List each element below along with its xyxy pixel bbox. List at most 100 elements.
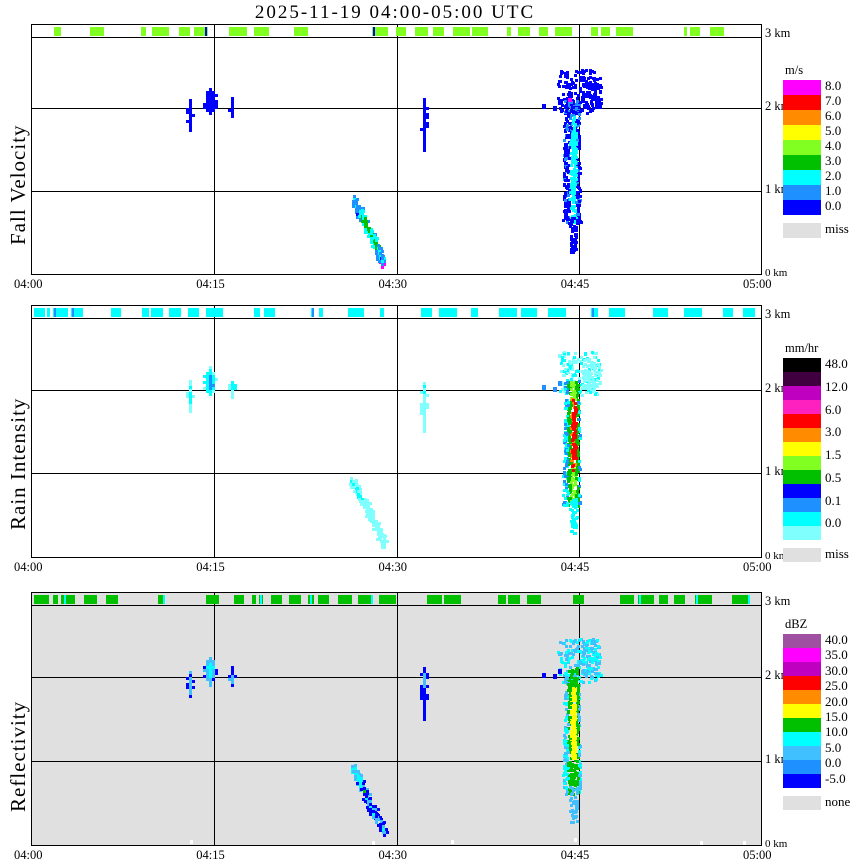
data-cell (574, 86, 577, 89)
data-cell (378, 533, 381, 536)
data-cell (570, 495, 573, 498)
data-cell (585, 93, 588, 96)
data-cell (575, 386, 578, 389)
data-cell (594, 90, 597, 93)
data-cell (206, 390, 209, 393)
data-cell (569, 364, 572, 367)
data-cell (589, 660, 592, 663)
data-cell (576, 394, 579, 397)
data-cell (379, 252, 382, 255)
data-cell (567, 777, 570, 780)
data-cell (596, 379, 599, 382)
data-cell (571, 228, 574, 231)
data-cell (206, 100, 209, 103)
data-cell (564, 770, 567, 773)
data-cell (576, 450, 579, 453)
data-cell (355, 202, 358, 205)
data-cell (376, 258, 379, 261)
data-cell (228, 678, 231, 681)
data-cell (209, 669, 212, 672)
data-cell (574, 430, 577, 433)
data-cell (578, 693, 581, 696)
data-cell (366, 788, 369, 791)
data-cell (362, 218, 365, 221)
data-cell (569, 694, 572, 697)
data-cell (566, 461, 569, 464)
data-cell (553, 674, 557, 679)
data-cell (567, 412, 570, 415)
data-cell (578, 142, 581, 145)
data-cell (569, 810, 572, 813)
data-cell (576, 158, 579, 161)
data-cell (206, 308, 223, 317)
data-cell (570, 183, 573, 186)
data-cell (593, 641, 596, 644)
data-cell (577, 463, 580, 466)
data-cell (203, 387, 206, 390)
data-cell (578, 140, 581, 143)
data-cell (369, 513, 372, 516)
gridline-15min (214, 593, 215, 845)
data-cell (231, 396, 234, 399)
panel-fall-velocity-ylabel: Fall Velocity (6, 124, 30, 245)
data-cell (568, 98, 572, 102)
data-cell (375, 239, 378, 242)
data-cell (579, 661, 582, 664)
data-cell (64, 595, 66, 604)
data-cell (573, 741, 576, 744)
data-cell (564, 457, 567, 460)
data-cell (564, 150, 567, 153)
data-cell (367, 508, 370, 511)
data-cell (571, 173, 574, 176)
data-cell (215, 106, 218, 109)
data-cell (570, 95, 573, 98)
data-cell (653, 308, 668, 317)
data-cell (189, 404, 192, 407)
data-cell (659, 595, 668, 604)
data-cell (194, 27, 208, 36)
data-cell (567, 170, 570, 173)
data-cell (595, 104, 598, 107)
data-cell (595, 653, 598, 656)
data-cell (583, 377, 586, 380)
colorbar-swatch-reflectivity-1 (783, 648, 821, 662)
data-cell (575, 389, 578, 392)
xtick-0500: 05:00 (743, 848, 772, 862)
data-cell (565, 708, 568, 711)
data-cell (579, 781, 582, 784)
data-cell (566, 744, 569, 747)
data-cell (567, 660, 570, 663)
data-cell (567, 218, 570, 221)
data-cell (565, 405, 568, 408)
data-cell (567, 424, 570, 427)
data-cell (359, 210, 362, 213)
data-cell (578, 166, 581, 169)
data-cell (206, 94, 209, 97)
data-cell (572, 464, 575, 467)
data-cell (575, 780, 578, 783)
data-cell (566, 83, 569, 86)
data-cell (589, 94, 592, 97)
data-cell (573, 116, 576, 119)
data-cell (209, 112, 212, 115)
data-cell (189, 674, 192, 677)
xtick-0415: 04:15 (196, 560, 225, 574)
data-cell (567, 710, 570, 713)
data-cell (568, 201, 571, 204)
data-cell (209, 660, 212, 663)
data-cell (576, 392, 579, 395)
data-cell (423, 694, 426, 697)
data-cell (572, 732, 575, 735)
data-cell (423, 430, 426, 433)
data-cell (568, 222, 571, 225)
data-cell (590, 649, 593, 652)
data-cell (578, 195, 581, 198)
data-cell (575, 132, 578, 135)
data-cell (563, 471, 566, 474)
data-cell (423, 691, 426, 694)
data-cell (601, 27, 610, 36)
data-cell (582, 372, 585, 375)
data-cell (568, 157, 571, 160)
colorbar-label-reflectivity-9: -5.0 (825, 770, 846, 786)
data-cell (364, 222, 367, 225)
